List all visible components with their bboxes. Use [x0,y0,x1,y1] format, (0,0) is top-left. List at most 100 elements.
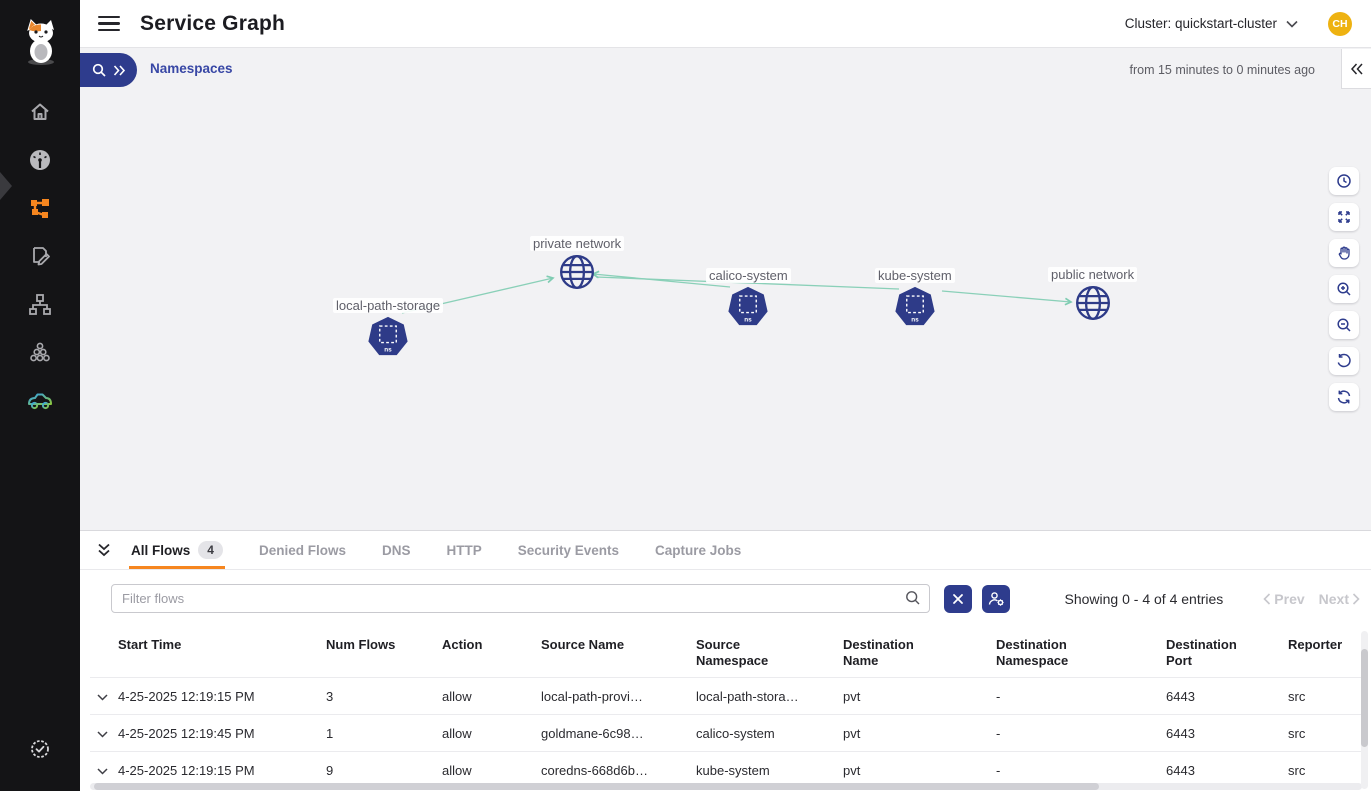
double-chevron-down-icon [98,543,110,557]
network-sets-icon [28,292,52,316]
page-title: Service Graph [140,11,286,35]
table-cell: 4-25-2025 12:19:15 PM [118,688,255,704]
flows-table-body: 4-25-2025 12:19:15 PM 3 allow local-path-pr… [90,677,1362,789]
table-cell: 9 [326,762,334,778]
table-cell: - [996,762,1001,778]
table-cell: 6443 [1166,762,1195,778]
table-row[interactable]: 4-25-2025 12:19:15 PM 3 allow local-path-pr… [90,677,1362,715]
clear-filter-button[interactable] [944,584,972,613]
table-cell: kube-system [696,762,770,778]
breadcrumb[interactable]: Namespaces [150,61,233,76]
row-expand-caret[interactable] [90,715,118,752]
table-cell: 6443 [1166,725,1195,741]
reset-view-icon [1337,353,1351,368]
table-cell: - [996,688,1001,704]
svg-text:ns: ns [384,347,392,354]
tab-http[interactable]: HTTP [446,542,482,558]
table-cell: src [1288,725,1306,741]
tab-security-events[interactable]: Security Events [517,542,620,558]
table-row[interactable]: 4-25-2025 12:19:15 PM 9 allow coredns-668d6… [90,751,1362,789]
filter-row: Showing 0 - 4 of 4 entries Prev Next [80,584,1371,613]
reset-view-button[interactable] [1329,347,1359,375]
table-cell: pvt [843,762,861,778]
col-destination-namespace: Destination Namespace [996,637,1069,668]
row-expand-caret[interactable] [90,678,118,715]
table-cell: 4-25-2025 12:19:45 PM [118,725,255,741]
table-row[interactable]: 4-25-2025 12:19:45 PM 1 allow goldmane-6c98… [90,714,1362,752]
pan-button[interactable] [1329,239,1359,267]
flows-tabs: All Flows 4 Denied Flows DNS HTTP Securi… [80,531,1371,570]
sidebar-item-whisker[interactable] [0,376,80,424]
chevron-left-icon [1263,592,1271,605]
table-cell: coredns-668d6b… [541,762,648,778]
sidebar-item-policies[interactable] [0,232,80,280]
tab-denied-flows[interactable]: Denied Flows [258,542,346,558]
tab-all-flows[interactable]: All Flows 4 [129,531,225,569]
sidebar-item-home[interactable] [0,88,80,136]
filter-flows-input[interactable] [111,584,930,613]
graph-node-private-network[interactable]: private network [530,236,625,291]
sidebar-item-certificates[interactable] [0,725,80,773]
hamburger-menu-icon[interactable] [98,15,120,32]
tab-dns[interactable]: DNS [381,542,411,558]
zoom-in-icon [1337,282,1351,296]
table-cell: calico-system [696,725,775,741]
namespace-hexagon-icon: ns [368,316,408,356]
table-header-row: Start Time Num Flows Action Source Name … [90,631,1362,678]
double-chevron-right-icon [113,64,125,76]
tab-label: All Flows [131,542,191,558]
certificate-badge-icon [28,737,52,761]
horizontal-scrollbar-thumb[interactable] [94,783,1099,790]
table-cell: 1 [326,725,334,741]
collapse-side-panel-button[interactable] [1341,49,1371,89]
col-source-namespace: Source Namespace [696,637,769,668]
vertical-scrollbar-thumb[interactable] [1361,649,1368,747]
vertical-scrollbar [1361,631,1368,789]
chevron-down-icon [1286,20,1298,28]
graph-node-public-network[interactable]: public network [1048,267,1138,322]
close-icon [953,593,963,604]
search-icon [92,63,106,77]
whisker-car-icon [26,388,54,412]
home-icon [28,100,52,124]
graph-node-calico-system[interactable]: calico-system ns [706,268,791,329]
next-page-button[interactable]: Next [1319,591,1360,607]
tab-capture-jobs[interactable]: Capture Jobs [655,542,742,558]
zoom-in-button[interactable] [1329,275,1359,303]
sidebar-item-service-graph[interactable] [0,184,80,232]
main-content: Service Graph Cluster: quickstart-cluste… [80,0,1371,791]
sidebar-item-clusters[interactable] [0,328,80,376]
graph-search-pill[interactable] [80,53,137,87]
horizontal-scrollbar [90,783,1362,790]
table-cell: 6443 [1166,688,1195,704]
col-start-time: Start Time [118,637,182,652]
sidebar-item-dashboard[interactable] [0,136,80,184]
prev-page-button[interactable]: Prev [1263,591,1305,607]
column-settings-button[interactable] [982,584,1010,613]
service-graph-canvas[interactable]: local-path-storage ns private network ca… [80,90,1371,530]
node-label: kube-system [875,268,955,283]
fit-screen-button[interactable] [1329,203,1359,231]
avatar[interactable]: CH [1328,11,1352,36]
zoom-out-button[interactable] [1329,311,1359,339]
zoom-out-icon [1337,318,1351,332]
collapse-flows-panel-button[interactable] [96,542,112,558]
user-gear-icon [988,591,1004,606]
graph-node-local-path-storage[interactable]: local-path-storage ns [333,298,444,359]
pagination-status: Showing 0 - 4 of 4 entries [1064,590,1224,607]
chevron-right-icon [1352,592,1360,605]
table-cell: local-path-stora… [696,688,799,704]
row-expand-caret[interactable] [90,752,118,789]
cluster-selector[interactable]: Cluster: quickstart-cluster [1125,16,1298,31]
chevron-down-icon [97,730,108,738]
col-destination-name: Destination Name [843,637,914,668]
refresh-icon [1337,390,1351,404]
time-settings-button[interactable] [1329,167,1359,195]
network-globe-icon [560,255,595,289]
graph-node-kube-system[interactable]: kube-system ns [875,268,955,329]
table-cell: src [1288,688,1306,704]
table-cell: pvt [843,688,861,704]
sidebar-item-networks[interactable] [0,280,80,328]
refresh-button[interactable] [1329,383,1359,411]
pan-hand-icon [1338,246,1350,260]
